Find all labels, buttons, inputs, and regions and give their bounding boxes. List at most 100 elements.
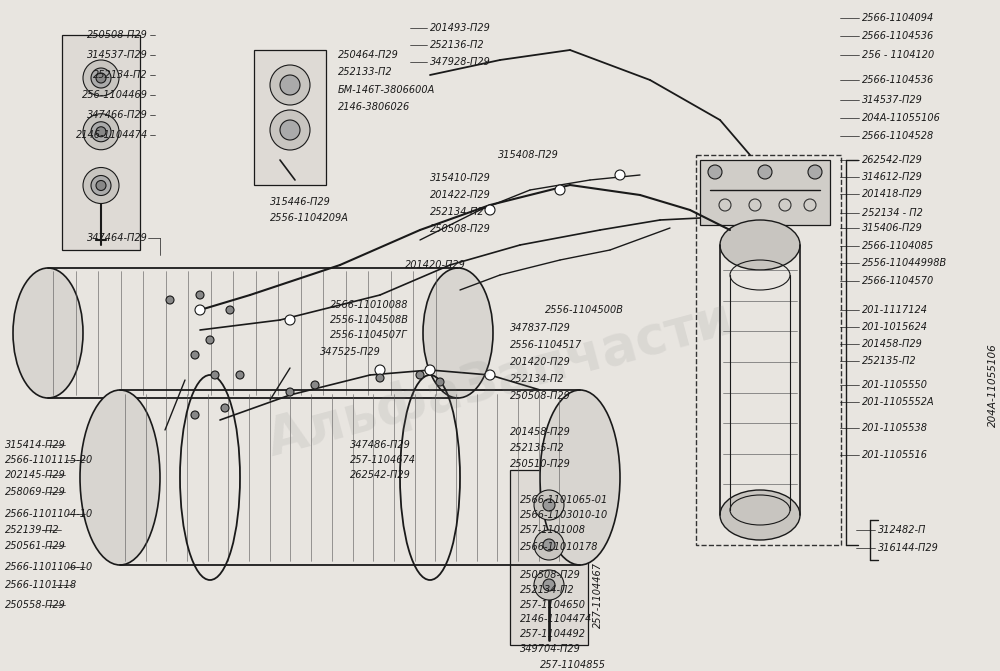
Text: 257-1104650: 257-1104650 xyxy=(520,600,586,610)
Text: 2566-1101118: 2566-1101118 xyxy=(5,580,77,590)
Text: 252134-П2: 252134-П2 xyxy=(510,374,565,384)
Circle shape xyxy=(83,168,119,203)
Text: 2556-1104508В: 2556-1104508В xyxy=(330,315,409,325)
Text: 201-1105550: 201-1105550 xyxy=(862,380,928,390)
Circle shape xyxy=(206,336,214,344)
Circle shape xyxy=(236,371,244,379)
Text: 315446-П29: 315446-П29 xyxy=(270,197,331,207)
Text: 256-1104469: 256-1104469 xyxy=(82,90,148,100)
Bar xyxy=(700,160,830,225)
Text: 2566-1104094: 2566-1104094 xyxy=(862,13,934,23)
Text: 252139-П2: 252139-П2 xyxy=(5,525,60,535)
Text: 250508-П29: 250508-П29 xyxy=(87,30,148,40)
Text: 2566-1103010-10: 2566-1103010-10 xyxy=(520,510,608,520)
Text: 262542-П29: 262542-П29 xyxy=(862,155,923,165)
Ellipse shape xyxy=(720,490,800,540)
Text: 2556-1104517: 2556-1104517 xyxy=(510,340,582,350)
Text: 257-1104467: 257-1104467 xyxy=(593,562,603,628)
Ellipse shape xyxy=(423,268,493,398)
Circle shape xyxy=(280,120,300,140)
Ellipse shape xyxy=(80,390,160,565)
Text: 315406-П29: 315406-П29 xyxy=(862,223,923,233)
Text: 252135-П2: 252135-П2 xyxy=(862,356,917,366)
Circle shape xyxy=(534,530,564,560)
Text: 201-1105552А: 201-1105552А xyxy=(862,397,935,407)
Circle shape xyxy=(191,411,199,419)
Text: 202145-П29: 202145-П29 xyxy=(5,470,66,480)
Text: 201420-П29: 201420-П29 xyxy=(510,357,571,367)
Text: 250508-П29: 250508-П29 xyxy=(510,391,571,401)
Text: 204А-11055106: 204А-11055106 xyxy=(862,113,941,123)
Text: 2556-1104507Г: 2556-1104507Г xyxy=(330,330,408,340)
Circle shape xyxy=(416,371,424,379)
Circle shape xyxy=(375,365,385,375)
Text: 314612-П29: 314612-П29 xyxy=(862,172,923,182)
Circle shape xyxy=(270,65,310,105)
Circle shape xyxy=(211,371,219,379)
Text: 314537-П29: 314537-П29 xyxy=(87,50,148,60)
Text: 2566-1104570: 2566-1104570 xyxy=(862,276,934,286)
Circle shape xyxy=(311,381,319,389)
Text: 347928-П29: 347928-П29 xyxy=(430,57,491,67)
Circle shape xyxy=(615,170,625,180)
Text: 2146-3806026: 2146-3806026 xyxy=(338,102,410,112)
Text: 2566-1104528: 2566-1104528 xyxy=(862,131,934,141)
Circle shape xyxy=(91,121,111,142)
Circle shape xyxy=(195,305,205,315)
Circle shape xyxy=(425,365,435,375)
Text: 252134-П2: 252134-П2 xyxy=(430,207,485,217)
Text: 252134-П2: 252134-П2 xyxy=(520,585,575,595)
Text: 2556-11044998В: 2556-11044998В xyxy=(862,258,947,268)
Text: 2566-1104536: 2566-1104536 xyxy=(862,75,934,85)
Text: 2146-1104474: 2146-1104474 xyxy=(76,130,148,140)
Text: 257-1101008: 257-1101008 xyxy=(520,525,586,535)
Circle shape xyxy=(376,374,384,382)
Circle shape xyxy=(534,490,564,520)
Text: 347486-П29: 347486-П29 xyxy=(350,440,411,450)
Bar xyxy=(62,35,140,250)
Text: 250558-П29: 250558-П29 xyxy=(5,600,66,610)
Text: 2566-1104536: 2566-1104536 xyxy=(862,31,934,41)
Text: 257-1104674: 257-1104674 xyxy=(350,455,416,465)
Text: 2566-11010178: 2566-11010178 xyxy=(520,542,598,552)
Circle shape xyxy=(91,68,111,88)
Text: 262542-П29: 262542-П29 xyxy=(350,470,411,480)
Text: БМ-146Т-3806600А: БМ-146Т-3806600А xyxy=(338,85,435,95)
Text: 2566-1101115-20: 2566-1101115-20 xyxy=(5,455,93,465)
Ellipse shape xyxy=(540,390,620,565)
Ellipse shape xyxy=(720,220,800,270)
Circle shape xyxy=(534,570,564,600)
Text: 314537-П29: 314537-П29 xyxy=(862,95,923,105)
Text: 250508-П29: 250508-П29 xyxy=(520,570,581,580)
Circle shape xyxy=(436,378,444,386)
Circle shape xyxy=(91,176,111,195)
Circle shape xyxy=(226,306,234,314)
Bar xyxy=(254,50,326,185)
Text: 250508-П29: 250508-П29 xyxy=(430,224,491,234)
Circle shape xyxy=(286,388,294,396)
Text: 347837-П29: 347837-П29 xyxy=(510,323,571,333)
Circle shape xyxy=(543,579,555,591)
Text: 257-1104855: 257-1104855 xyxy=(540,660,606,670)
Circle shape xyxy=(96,180,106,191)
Circle shape xyxy=(708,165,722,179)
Text: 252133-П2: 252133-П2 xyxy=(338,67,393,77)
Circle shape xyxy=(555,185,565,195)
Text: 250464-П29: 250464-П29 xyxy=(338,50,399,60)
Circle shape xyxy=(166,296,174,304)
Text: 315414-П29: 315414-П29 xyxy=(5,440,66,450)
Text: 347466-П29: 347466-П29 xyxy=(87,110,148,120)
Circle shape xyxy=(221,404,229,412)
Text: 201458-П29: 201458-П29 xyxy=(510,427,571,437)
Text: 316144-П29: 316144-П29 xyxy=(878,543,939,553)
Text: 315410-П29: 315410-П29 xyxy=(430,173,491,183)
Circle shape xyxy=(96,127,106,137)
Text: АльфаЗапчасти: АльфаЗапчасти xyxy=(261,293,739,467)
Circle shape xyxy=(96,73,106,83)
Circle shape xyxy=(270,110,310,150)
Bar xyxy=(696,155,841,545)
Text: 2566-1101106-10: 2566-1101106-10 xyxy=(5,562,93,572)
Circle shape xyxy=(758,165,772,179)
Text: 347464-П29: 347464-П29 xyxy=(87,233,148,243)
Circle shape xyxy=(543,499,555,511)
